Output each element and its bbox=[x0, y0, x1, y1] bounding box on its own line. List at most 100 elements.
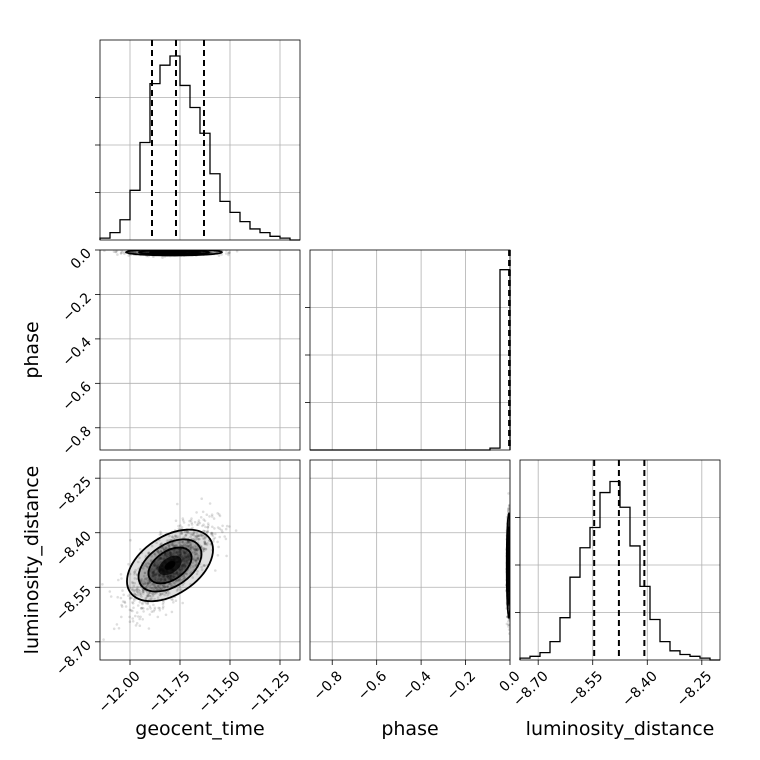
scatter-point bbox=[179, 524, 182, 527]
scatter-point bbox=[221, 524, 224, 528]
scatter-point bbox=[144, 586, 148, 589]
scatter-point bbox=[168, 550, 172, 554]
scatter-point bbox=[179, 553, 182, 557]
scatter-point bbox=[139, 578, 143, 582]
scatter-point bbox=[217, 545, 220, 549]
scatter-point bbox=[164, 547, 168, 551]
scatter-point bbox=[134, 568, 137, 572]
scatter-point bbox=[163, 593, 167, 597]
scatter-point bbox=[177, 541, 181, 544]
scatter-point bbox=[182, 554, 185, 557]
scatter-point bbox=[112, 627, 116, 631]
scatter-point bbox=[169, 574, 173, 578]
scatter-point bbox=[145, 576, 149, 580]
scatter-point bbox=[161, 592, 165, 596]
scatter-point bbox=[510, 551, 513, 554]
ytick-label-luminosity-distance-1: −8.55 bbox=[53, 583, 95, 625]
scatter-point bbox=[211, 525, 214, 529]
scatter-point bbox=[156, 559, 160, 562]
scatter-point bbox=[220, 528, 223, 532]
scatter-point bbox=[179, 588, 183, 591]
scatter-point bbox=[153, 563, 156, 567]
scatter-point bbox=[156, 550, 159, 553]
scatter-point bbox=[154, 573, 157, 577]
scatter-point bbox=[234, 529, 238, 532]
scatter-point bbox=[146, 561, 150, 565]
scatter-point bbox=[507, 549, 510, 553]
scatter-point bbox=[203, 542, 207, 545]
scatter-point bbox=[159, 586, 162, 589]
scatter-point bbox=[184, 544, 187, 548]
scatter-point bbox=[169, 574, 173, 577]
scatter-point bbox=[194, 548, 198, 551]
scatter-point bbox=[203, 540, 206, 544]
scatter-point bbox=[172, 544, 176, 548]
contour-line-2 bbox=[147, 546, 193, 585]
scatter-point bbox=[158, 557, 161, 560]
scatter-point bbox=[208, 502, 212, 505]
scatter-point bbox=[171, 535, 174, 539]
scatter-point bbox=[154, 564, 157, 567]
scatter-point bbox=[178, 550, 181, 553]
scatter-point bbox=[169, 577, 173, 581]
scatter-point bbox=[507, 580, 510, 583]
scatter-point bbox=[159, 557, 162, 560]
scatter-point bbox=[162, 557, 166, 561]
density-level-4 bbox=[164, 560, 176, 570]
scatter-point bbox=[167, 544, 170, 547]
scatter-point bbox=[185, 556, 189, 559]
scatter-point bbox=[203, 542, 206, 546]
scatter-point bbox=[181, 563, 184, 567]
scatter-point bbox=[174, 571, 177, 575]
scatter-point bbox=[131, 581, 135, 585]
scatter-point bbox=[154, 576, 157, 579]
scatter-point bbox=[179, 550, 182, 554]
scatter-point bbox=[218, 535, 221, 539]
panel-frame bbox=[309, 249, 511, 451]
scatter-point bbox=[182, 521, 186, 524]
scatter-point bbox=[152, 569, 155, 572]
scatter-point bbox=[211, 534, 215, 538]
scatter-point bbox=[164, 555, 168, 558]
scatter-point bbox=[135, 590, 139, 594]
scatter-point bbox=[224, 537, 228, 541]
scatter-point bbox=[179, 543, 182, 547]
scatter-point bbox=[168, 577, 172, 580]
scatter-point bbox=[146, 602, 150, 606]
scatter-point bbox=[149, 607, 152, 610]
scatter-point bbox=[151, 574, 155, 577]
scatter-point bbox=[167, 539, 170, 542]
scatter-point bbox=[151, 587, 155, 590]
scatter-point bbox=[203, 564, 206, 567]
xtick-label-geocent-time-2: −11.50 bbox=[196, 668, 244, 716]
scatter-point bbox=[210, 531, 213, 535]
scatter-point bbox=[131, 609, 134, 613]
scatter-point bbox=[179, 549, 182, 552]
ytick-label-luminosity-distance-2: −8.40 bbox=[53, 528, 95, 570]
scatter-point bbox=[165, 247, 168, 250]
scatter-point bbox=[144, 597, 148, 600]
scatter-point bbox=[143, 581, 147, 584]
scatter-point bbox=[212, 537, 215, 541]
scatter-point bbox=[179, 570, 183, 574]
ytick-label-phase-2: −0.4 bbox=[59, 334, 94, 369]
scatter-point bbox=[179, 548, 183, 552]
scatter-point bbox=[158, 557, 161, 561]
scatter-point bbox=[505, 622, 509, 626]
xtick-label-geocent-time-3: −11.25 bbox=[246, 668, 294, 716]
scatter-point bbox=[188, 541, 191, 544]
scatter-point bbox=[136, 591, 140, 594]
scatter-point bbox=[176, 550, 179, 554]
scatter-point bbox=[164, 552, 167, 555]
scatter-point bbox=[163, 585, 166, 589]
xtick-label-geocent-time-1: −11.75 bbox=[146, 668, 194, 716]
scatter-point bbox=[204, 542, 207, 546]
scatter-point bbox=[171, 576, 175, 579]
scatter-point bbox=[127, 562, 130, 566]
scatter-point bbox=[139, 615, 142, 619]
scatter-point bbox=[115, 250, 119, 253]
scatter-point bbox=[186, 554, 190, 557]
scatter-point bbox=[153, 587, 156, 590]
scatter-point bbox=[184, 557, 188, 560]
scatter-point bbox=[140, 595, 143, 598]
